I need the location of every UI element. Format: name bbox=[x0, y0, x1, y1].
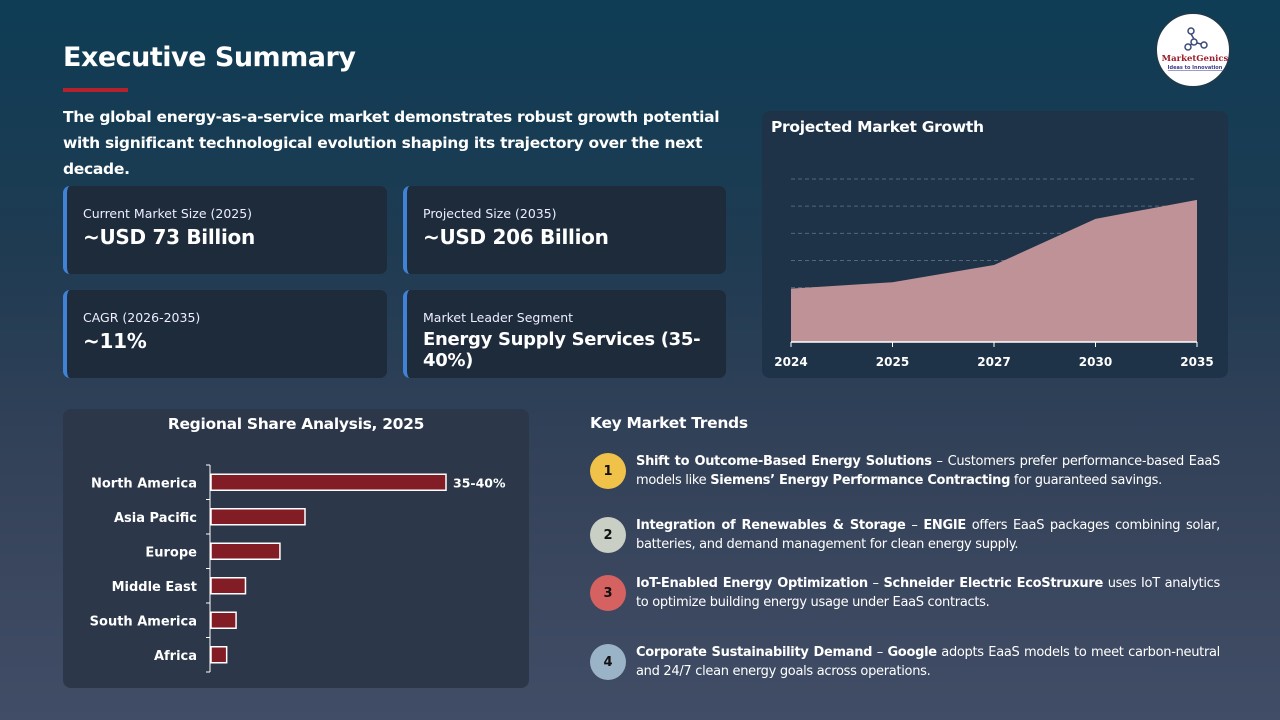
x-tick-label: 2024 bbox=[774, 355, 807, 369]
bar bbox=[210, 542, 281, 560]
trend-text: IoT-Enabled Energy Optimization – Schnei… bbox=[636, 576, 1220, 610]
trend-number-badge: 2 bbox=[590, 517, 626, 553]
bar bbox=[210, 508, 306, 526]
bar bbox=[210, 611, 237, 629]
area-chart: 2024 2025 2027 2030 2035 bbox=[774, 178, 1214, 369]
chart-title: Regional Share Analysis, 2025 bbox=[167, 415, 425, 433]
category-label: North America bbox=[91, 476, 197, 491]
projected-growth-panel: Projected Market Growth 2024 2025 2027 2030… bbox=[762, 111, 1228, 378]
bar bbox=[210, 577, 247, 595]
x-tick-label: 2035 bbox=[1180, 355, 1213, 369]
trend-item: 1 Shift to Outcome-Based Energy Solutions… bbox=[590, 452, 1220, 490]
page-title: Executive Summary bbox=[63, 42, 356, 73]
svg-text:MarketGenics: MarketGenics bbox=[1162, 54, 1229, 64]
area-series bbox=[791, 199, 1197, 342]
trend-text: Corporate Sustainability Demand – Google… bbox=[636, 645, 1220, 679]
kpi-value: ~11% bbox=[83, 329, 147, 353]
category-label: Africa bbox=[154, 649, 197, 664]
category-label: Europe bbox=[145, 545, 197, 560]
x-tick-label: 2025 bbox=[876, 355, 909, 369]
trend-number-badge: 1 bbox=[590, 453, 626, 489]
kpi-label: CAGR (2026-2035) bbox=[83, 310, 201, 325]
kpi-value: ~USD 206 Billion bbox=[423, 225, 609, 249]
trend-item: 3 IoT-Enabled Energy Optimization – Schne… bbox=[590, 574, 1220, 612]
kpi-card-current-size: Current Market Size (2025) ~USD 73 Billi… bbox=[63, 186, 387, 274]
kpi-card-cagr: CAGR (2026-2035) ~11% bbox=[63, 290, 387, 378]
x-tick-label: 2030 bbox=[1079, 355, 1112, 369]
chart-title: Projected Market Growth bbox=[771, 118, 984, 136]
marketgenics-logo: MarketGenics Ideas to Innovation bbox=[1155, 12, 1231, 88]
x-tick-label: 2027 bbox=[977, 355, 1010, 369]
bar-chart: North America 35-40% Asia Pacific Europe Mid… bbox=[90, 464, 506, 673]
trend-number-badge: 4 bbox=[590, 644, 626, 680]
bar bbox=[210, 646, 228, 664]
kpi-value: ~USD 73 Billion bbox=[83, 225, 255, 249]
kpi-card-leader-segment: Market Leader Segment Energy Supply Serv… bbox=[403, 290, 726, 378]
bar bbox=[210, 473, 447, 491]
kpi-label: Current Market Size (2025) bbox=[83, 206, 253, 221]
trend-text: Integration of Renewables & Storage – EN… bbox=[636, 518, 1220, 552]
data-label: 35-40% bbox=[453, 475, 506, 490]
trends-title: Key Market Trends bbox=[590, 414, 748, 432]
title-underline bbox=[63, 88, 128, 92]
kpi-card-projected-size: Projected Size (2035) ~USD 206 Billion bbox=[403, 186, 726, 274]
svg-text:Ideas to Innovation: Ideas to Innovation bbox=[1168, 65, 1223, 71]
kpi-label: Market Leader Segment bbox=[423, 310, 574, 325]
regional-share-panel: Regional Share Analysis, 2025 North Amer… bbox=[63, 409, 529, 688]
trend-item: 4 Corporate Sustainability Demand – Googl… bbox=[590, 643, 1220, 681]
intro-text: The global energy-as-a-service market de… bbox=[63, 108, 720, 178]
category-label: Middle East bbox=[112, 580, 197, 595]
kpi-value: Energy Supply Services (35-40%) bbox=[423, 329, 701, 371]
trend-text: Shift to Outcome-Based Energy Solutions … bbox=[636, 454, 1220, 488]
category-label: Asia Pacific bbox=[114, 511, 197, 526]
trend-number-badge: 3 bbox=[590, 575, 626, 611]
category-label: South America bbox=[90, 614, 197, 629]
trend-item: 2 Integration of Renewables & Storage – E… bbox=[590, 516, 1220, 554]
kpi-label: Projected Size (2035) bbox=[423, 206, 557, 221]
